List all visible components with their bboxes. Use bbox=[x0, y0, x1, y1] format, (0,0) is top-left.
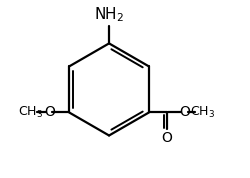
Text: NH$_2$: NH$_2$ bbox=[94, 5, 124, 24]
Text: O: O bbox=[44, 106, 55, 119]
Text: CH$_3$: CH$_3$ bbox=[190, 105, 215, 120]
Text: O: O bbox=[179, 106, 190, 119]
Text: CH$_3$: CH$_3$ bbox=[18, 105, 43, 120]
Text: O: O bbox=[161, 131, 172, 145]
